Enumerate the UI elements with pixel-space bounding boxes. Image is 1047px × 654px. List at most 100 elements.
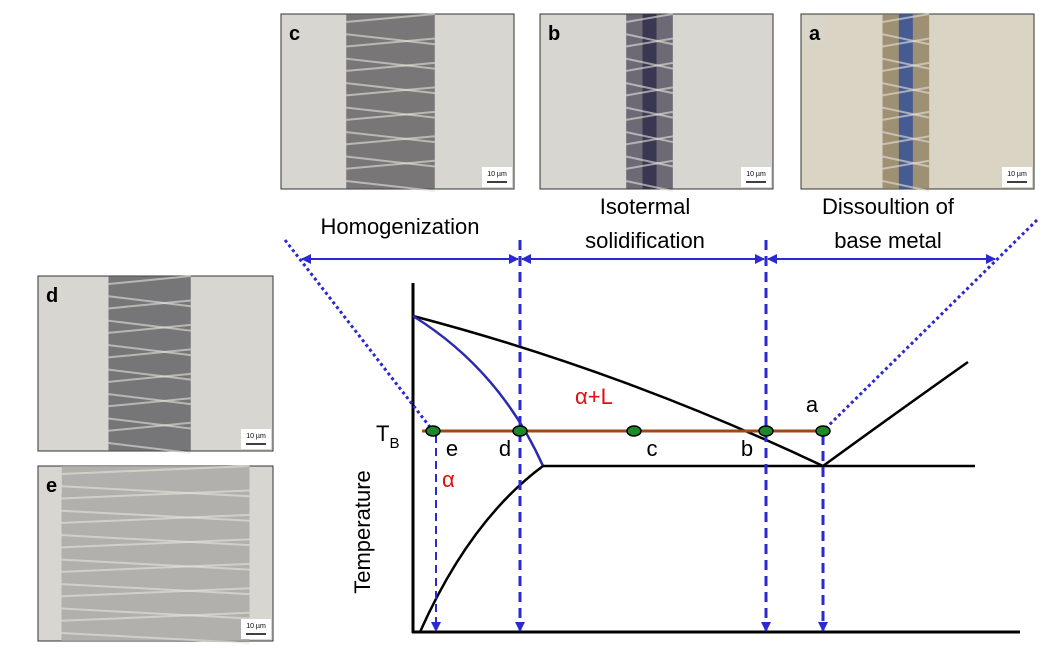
texture bbox=[346, 86, 435, 97]
texture bbox=[882, 57, 930, 70]
texture bbox=[626, 57, 674, 70]
texture bbox=[626, 110, 673, 121]
micrograph-label: d bbox=[46, 285, 58, 307]
texture bbox=[108, 421, 191, 432]
texture bbox=[346, 13, 435, 23]
micrographs: c 10 µm b 10 µm a 10 µm d 10 µm e 10 µm bbox=[37, 13, 1035, 644]
micrograph: b 10 µm bbox=[539, 13, 774, 192]
label-bg bbox=[803, 16, 825, 42]
point-label: a bbox=[806, 392, 819, 417]
texture bbox=[108, 368, 191, 381]
point-marker bbox=[512, 425, 528, 437]
point-marker bbox=[758, 425, 774, 437]
texture bbox=[346, 131, 435, 144]
label-bg bbox=[542, 16, 564, 42]
texture bbox=[626, 61, 673, 72]
solid-phase-label: α bbox=[442, 467, 455, 492]
texture bbox=[346, 159, 435, 170]
tb-main: T bbox=[376, 421, 389, 446]
texture bbox=[61, 632, 250, 644]
texture bbox=[882, 135, 930, 146]
texture bbox=[346, 180, 435, 192]
scale-label: 10 µm bbox=[1007, 171, 1027, 178]
texture bbox=[882, 61, 930, 72]
texture bbox=[346, 33, 435, 46]
stage-label: base metal bbox=[834, 228, 942, 253]
texture bbox=[61, 562, 250, 573]
texture bbox=[346, 82, 435, 95]
stage-label: Isotermal bbox=[600, 194, 690, 219]
texture bbox=[108, 372, 191, 383]
texture bbox=[882, 106, 930, 119]
texture bbox=[882, 82, 930, 95]
label-bg bbox=[283, 16, 305, 42]
texture bbox=[626, 33, 674, 46]
texture bbox=[882, 33, 930, 46]
stage-labels: Homogenization Isotermal solidification Dis… bbox=[321, 194, 955, 253]
phase-label: α+L bbox=[575, 384, 613, 409]
texture bbox=[346, 110, 435, 121]
point-marker bbox=[626, 425, 642, 437]
centerline bbox=[642, 14, 657, 189]
texture bbox=[626, 135, 673, 146]
point-marker bbox=[425, 425, 441, 437]
texture bbox=[108, 344, 191, 357]
texture bbox=[61, 485, 250, 498]
texture bbox=[61, 611, 250, 622]
guide-line bbox=[821, 218, 1039, 433]
texture bbox=[61, 583, 250, 596]
texture bbox=[346, 155, 435, 168]
texture bbox=[108, 323, 191, 334]
scale-label: 10 µm bbox=[746, 171, 766, 178]
texture bbox=[61, 587, 250, 598]
texture bbox=[61, 489, 250, 500]
texture bbox=[108, 393, 191, 406]
texture bbox=[346, 61, 435, 72]
stage-label: Dissoultion of bbox=[822, 194, 955, 219]
micrograph-label: b bbox=[548, 23, 560, 45]
tb-sub: B bbox=[389, 435, 399, 452]
texture bbox=[108, 299, 191, 310]
texture bbox=[61, 607, 250, 620]
texture bbox=[108, 348, 191, 359]
scale-label: 10 µm bbox=[487, 171, 507, 178]
texture bbox=[626, 86, 673, 97]
micrograph-label: c bbox=[289, 23, 300, 45]
texture bbox=[882, 110, 930, 121]
texture bbox=[626, 159, 673, 170]
texture bbox=[61, 534, 250, 547]
point-marker bbox=[815, 425, 831, 437]
texture bbox=[346, 37, 435, 48]
texture bbox=[882, 86, 930, 97]
y-axis-label: Temperature bbox=[350, 470, 375, 594]
stage-label: Homogenization bbox=[321, 214, 480, 239]
point-label: d bbox=[499, 436, 511, 461]
texture bbox=[61, 538, 250, 549]
texture bbox=[108, 442, 191, 454]
texture bbox=[882, 131, 930, 144]
texture bbox=[626, 155, 674, 168]
texture bbox=[108, 319, 191, 332]
scale-label: 10 µm bbox=[246, 623, 266, 630]
liquidus bbox=[412, 314, 969, 468]
texture bbox=[61, 509, 250, 522]
guide-line bbox=[283, 239, 435, 432]
micrograph: e 10 µm bbox=[37, 465, 274, 644]
texture bbox=[626, 37, 673, 48]
texture bbox=[882, 159, 930, 170]
point-label: b bbox=[741, 436, 753, 461]
texture bbox=[882, 155, 930, 168]
centerline bbox=[898, 14, 913, 189]
point-label: c bbox=[647, 436, 658, 461]
stage-label: solidification bbox=[585, 228, 705, 253]
points: e d c b a bbox=[425, 392, 831, 461]
texture bbox=[61, 513, 250, 524]
solidus bbox=[412, 314, 545, 467]
texture bbox=[626, 82, 674, 95]
texture bbox=[108, 417, 191, 430]
texture bbox=[626, 131, 674, 144]
label-bg bbox=[40, 468, 62, 494]
texture bbox=[882, 13, 930, 23]
micrograph-label: a bbox=[809, 23, 821, 45]
texture bbox=[61, 465, 250, 475]
